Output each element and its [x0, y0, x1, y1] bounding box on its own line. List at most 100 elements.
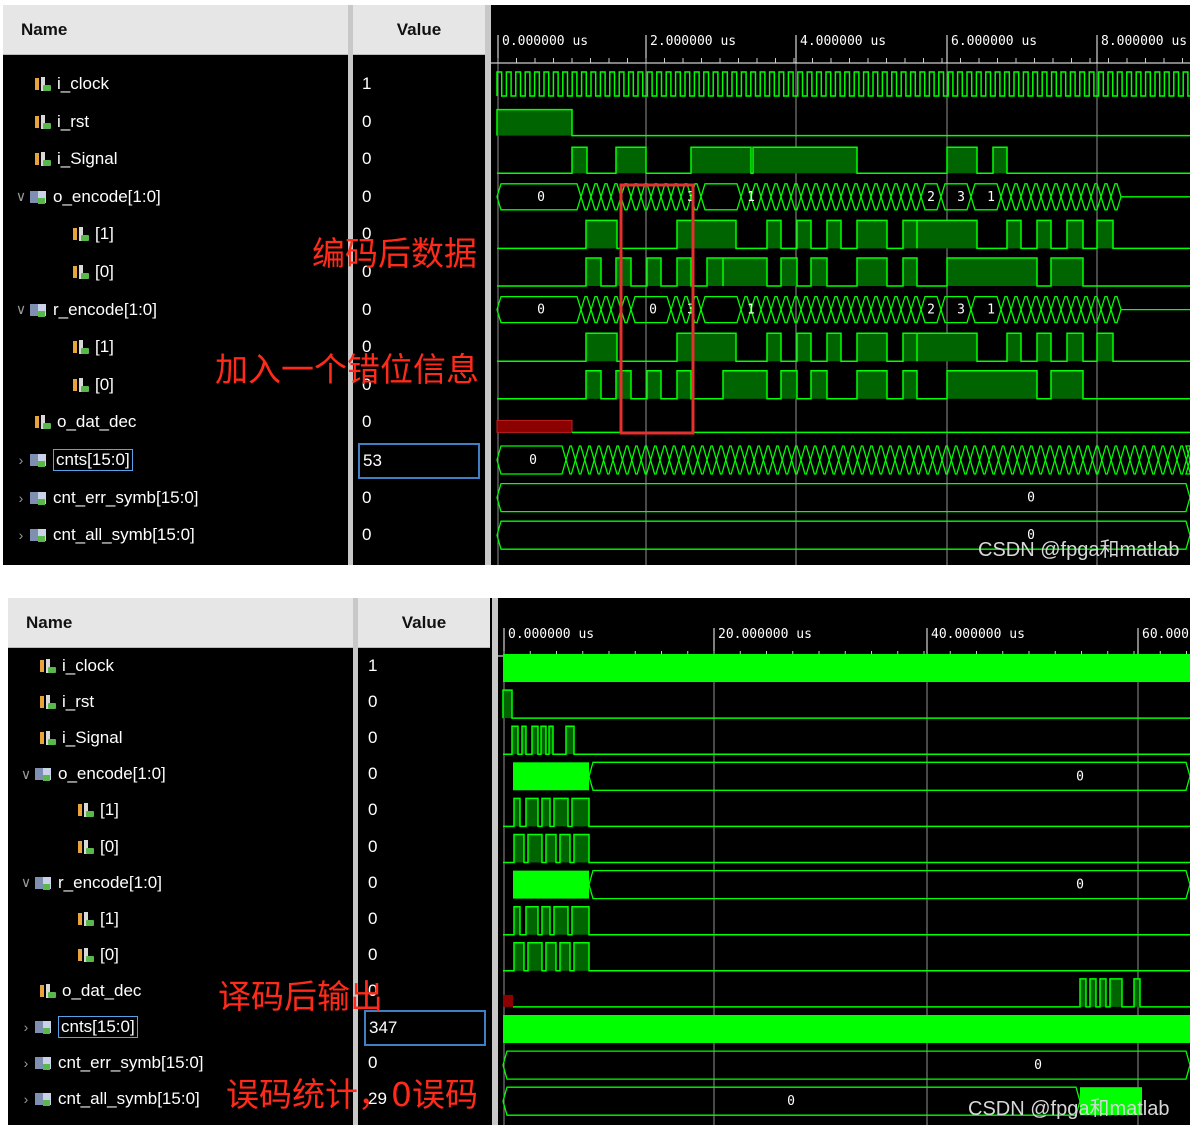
- signal-row[interactable]: › cnts[15:0]: [18, 1011, 138, 1043]
- bottom-r-encode-bit1-fill: [542, 906, 550, 935]
- signal-row[interactable]: [1]: [56, 794, 119, 826]
- top-cnts-segment: [950, 445, 962, 475]
- top-pane-divider[interactable]: [485, 5, 491, 565]
- signal-row[interactable]: i_rst: [13, 106, 89, 138]
- signal-row[interactable]: ∨ o_encode[1:0]: [13, 181, 161, 213]
- top-o-encode-bit0: [497, 257, 1190, 287]
- top-o-encode-bit0-fill: [947, 258, 1037, 286]
- top-r-encode-segment: [1080, 295, 1092, 324]
- top-o-encode-segment: [920, 183, 942, 211]
- bottom-r-encode-bit0-fill: [560, 942, 570, 971]
- top-r-encode-segment: [670, 295, 682, 324]
- signal-row[interactable]: i_rst: [18, 686, 94, 718]
- signal-row[interactable]: [1]: [56, 903, 119, 935]
- bus-signal-icon: [34, 875, 54, 891]
- top-signal-wave-fill: [993, 147, 1007, 174]
- top-o-encode-bit1-fill: [857, 220, 887, 249]
- top-value-header[interactable]: Value: [353, 5, 485, 55]
- signal-row[interactable]: › cnt_err_symb[15:0]: [13, 482, 199, 514]
- signal-value: 0: [368, 764, 378, 784]
- top-cnts-segment: [668, 445, 680, 475]
- signal-value-selected[interactable]: 347: [364, 1010, 486, 1046]
- top-r-encode-segment: [810, 295, 822, 324]
- signal-row[interactable]: [0]: [51, 256, 114, 288]
- bottom-name-header[interactable]: Name: [8, 598, 353, 648]
- top-cnts-segment: [772, 445, 783, 475]
- top-r-encode-segment: [496, 295, 582, 324]
- signal-value: 0: [368, 836, 378, 856]
- bottom-signal-wave-fill: [512, 726, 518, 755]
- top-waveform-canvas[interactable]: 0.000000 us 2.000000 us 4.000000 us 6.00000…: [491, 5, 1190, 565]
- top-o-encode-segment: [910, 183, 922, 211]
- top-cnts-segment: [960, 445, 971, 475]
- chevron-down-icon[interactable]: ∨: [15, 301, 27, 318]
- bus-signal-icon: [34, 766, 54, 782]
- signal-row[interactable]: ∨ r_encode[1:0]: [13, 294, 157, 326]
- top-cnts-segment: [1129, 445, 1141, 475]
- chevron-right-icon[interactable]: ›: [23, 1055, 29, 1072]
- top-cnts-segment: [612, 445, 624, 475]
- top-o-encode-value-label: 0: [537, 190, 545, 205]
- signal-row[interactable]: i_Signal: [13, 143, 118, 175]
- bottom-column-divider[interactable]: [353, 598, 358, 1125]
- top-r-encode-value-label: 1: [987, 303, 995, 318]
- signal-value: 0: [368, 908, 378, 928]
- signal-row[interactable]: i_clock: [18, 650, 114, 682]
- top-r-encode-segment: [920, 295, 942, 324]
- signal-row[interactable]: [0]: [56, 831, 119, 863]
- signal-row[interactable]: o_dat_dec: [13, 406, 136, 438]
- top-o-encode-value-label: 3: [687, 190, 695, 205]
- top-o-encode-bit0-fill: [647, 258, 661, 286]
- top-o-encode-segment: [1010, 183, 1022, 211]
- top-r-encode-segment: [1090, 295, 1102, 324]
- bottom-signal-wave-fill: [566, 726, 574, 755]
- signal-row[interactable]: › cnt_all_symb[15:0]: [18, 1083, 200, 1115]
- bottom-r-encode-bit0-fill: [528, 942, 542, 971]
- top-cnts-segment: [631, 445, 642, 475]
- signal-row[interactable]: › cnts[15:0]: [13, 444, 133, 476]
- wire-signal-icon: [38, 694, 58, 710]
- top-o-encode-segment: [890, 183, 902, 211]
- chevron-right-icon[interactable]: ›: [18, 489, 24, 506]
- signal-row[interactable]: i_clock: [13, 68, 109, 100]
- top-cnt-all-value-label: 0: [1027, 528, 1035, 543]
- top-column-divider[interactable]: [348, 5, 353, 565]
- top-cnt-err-segment: [496, 482, 1190, 513]
- signal-row[interactable]: › cnt_err_symb[15:0]: [18, 1047, 204, 1079]
- signal-name: cnts[15:0]: [58, 1016, 138, 1038]
- signal-row[interactable]: [0]: [51, 369, 114, 401]
- chevron-down-icon[interactable]: ∨: [20, 765, 32, 782]
- bottom-cnt-all-activity: [1080, 1087, 1142, 1116]
- signal-value-selected[interactable]: 53: [358, 443, 480, 479]
- signal-row[interactable]: [0]: [56, 939, 119, 971]
- chevron-right-icon[interactable]: ›: [23, 1091, 29, 1108]
- top-cnts-segment: [866, 445, 877, 475]
- signal-row[interactable]: [1]: [51, 218, 114, 250]
- signal-row[interactable]: [1]: [51, 331, 114, 363]
- bottom-r-encode-bit1: [503, 905, 1190, 936]
- bottom-time-ruler-tick-label: 40.000000 us: [931, 627, 1025, 642]
- signal-row[interactable]: ∨ o_encode[1:0]: [18, 758, 166, 790]
- top-cnts-segment: [847, 445, 859, 475]
- top-o-encode-bit1-fill: [827, 220, 841, 249]
- top-r-encode-bit1: [497, 332, 1190, 362]
- signal-row[interactable]: o_dat_dec: [18, 975, 141, 1007]
- top-r-encode-segment: [910, 295, 922, 324]
- bottom-o-encode-bit1-fill: [542, 798, 550, 827]
- chevron-right-icon[interactable]: ›: [18, 452, 24, 468]
- top-signal-wave-fill: [947, 147, 977, 174]
- chevron-right-icon[interactable]: ›: [18, 527, 24, 544]
- chevron-down-icon[interactable]: ∨: [15, 188, 27, 205]
- top-r-encode-segment: [840, 295, 852, 324]
- top-r-encode-segment: [1110, 295, 1122, 324]
- signal-value: 0: [362, 299, 372, 319]
- chevron-right-icon[interactable]: ›: [23, 1019, 29, 1035]
- bottom-waveform-canvas[interactable]: 0.000000 us 20.000000 us 40.000000 us 60.00…: [498, 598, 1190, 1125]
- signal-row[interactable]: i_Signal: [18, 722, 123, 754]
- bottom-pane-divider[interactable]: [492, 598, 498, 1125]
- signal-row[interactable]: ∨ r_encode[1:0]: [18, 867, 162, 899]
- chevron-down-icon[interactable]: ∨: [20, 874, 32, 891]
- bottom-value-header[interactable]: Value: [358, 598, 490, 648]
- top-name-header[interactable]: Name: [3, 5, 348, 55]
- signal-row[interactable]: › cnt_all_symb[15:0]: [13, 519, 195, 551]
